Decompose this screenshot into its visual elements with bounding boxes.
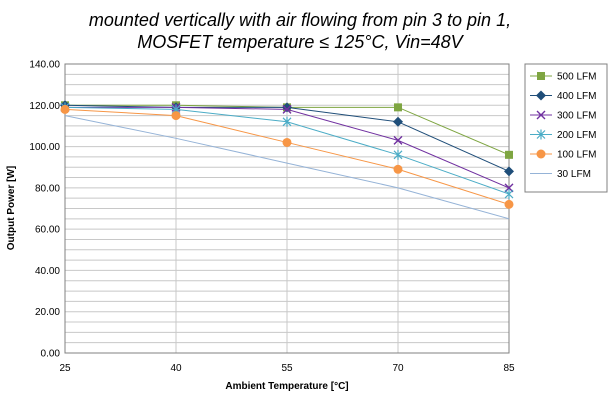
- legend-swatch-marker: [536, 90, 546, 101]
- chart-title-line-2: MOSFET temperature ≤ 125°C, Vin=48V: [137, 32, 464, 52]
- series-30-lfm: [64, 115, 510, 220]
- y-tick-label: 120.00: [29, 101, 60, 112]
- legend-label: 200 LFM: [557, 130, 596, 141]
- data-point-100-lfm: [282, 137, 292, 147]
- legend-item-30-lfm: 30 LFM: [530, 169, 591, 180]
- data-point-200-lfm: [282, 116, 292, 127]
- x-tick-label: 55: [281, 363, 293, 374]
- y-tick-label: 80.00: [35, 183, 60, 194]
- legend-swatch-marker: [537, 72, 545, 80]
- data-point-300-lfm: [282, 104, 292, 114]
- x-tick-label: 85: [503, 363, 515, 374]
- x-tick-label: 40: [170, 363, 182, 374]
- legend-item-400-lfm: 400 LFM: [530, 90, 596, 102]
- data-point-300-lfm: [393, 135, 403, 145]
- y-tick-label: 0.00: [41, 349, 61, 360]
- chart-title-line-1: mounted vertically with air flowing from…: [89, 10, 511, 30]
- x-axis-ticks: 25 40 55 70 85: [59, 363, 515, 374]
- legend-label: 500 LFM: [557, 72, 596, 83]
- y-tick-label: 60.00: [35, 225, 60, 236]
- series-100-lfm: [60, 104, 514, 209]
- data-point-100-lfm: [171, 111, 181, 121]
- y-tick-label: 40.00: [35, 266, 60, 277]
- data-point-200-lfm: [393, 149, 403, 160]
- legend-swatch-marker: [536, 149, 546, 159]
- y-tick-label: 100.00: [29, 142, 60, 153]
- x-axis-label: Ambient Temperature [°C]: [225, 381, 348, 392]
- legend-label: 100 LFM: [557, 150, 596, 161]
- data-point-400-lfm: [393, 116, 403, 127]
- data-point-300-lfm: [504, 183, 514, 193]
- data-point-400-lfm: [504, 166, 514, 177]
- y-tick-label: 140.00: [29, 60, 60, 71]
- y-tick-label: 20.00: [35, 307, 60, 318]
- series-line-30-lfm: [64, 115, 510, 220]
- legend-swatch-marker: [536, 110, 546, 120]
- legend-item-500-lfm: 500 LFM: [530, 72, 596, 83]
- legend-item-100-lfm: 100 LFM: [530, 149, 596, 161]
- data-point-500-lfm: [394, 103, 402, 112]
- legend-item-300-lfm: 300 LFM: [530, 111, 596, 122]
- y-axis-label: Output Power [W]: [6, 166, 17, 250]
- legend-item-200-lfm: 200 LFM: [530, 129, 596, 141]
- data-point-100-lfm: [504, 199, 514, 209]
- legend-label: 300 LFM: [557, 111, 596, 122]
- legend-label: 30 LFM: [557, 169, 591, 180]
- legend-label: 400 LFM: [557, 91, 596, 102]
- data-point-100-lfm: [60, 104, 70, 114]
- x-tick-label: 70: [392, 363, 404, 374]
- data-point-200-lfm: [504, 189, 514, 200]
- y-axis-ticks: 0.00 20.00 40.00 60.00 80.00 100.00 120.00 140.…: [29, 60, 60, 360]
- legend-swatch-marker: [536, 129, 546, 140]
- data-point-500-lfm: [505, 150, 513, 159]
- series-layer: [60, 100, 514, 220]
- x-tick-label: 25: [59, 363, 71, 374]
- legend-box: [524, 63, 608, 193]
- data-point-100-lfm: [393, 164, 403, 174]
- legend: 500 LFM 400 LFM 300 LFM 200 LFM 100 LFM 30 LF…: [524, 63, 608, 193]
